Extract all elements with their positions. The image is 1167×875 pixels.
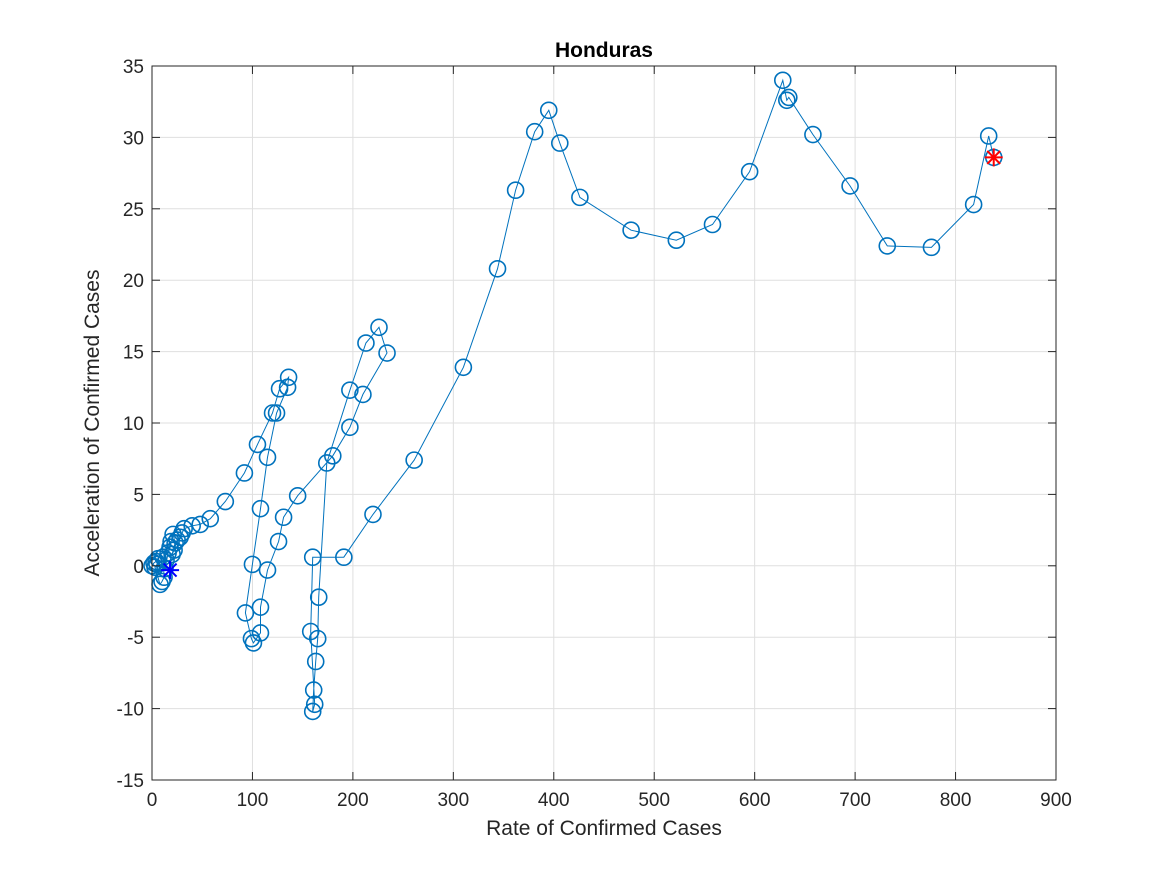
data-point: [191, 515, 210, 534]
data-point: [780, 88, 798, 107]
x-tick-label: 800: [940, 790, 972, 811]
start-marker: [161, 561, 180, 580]
chart-title: Honduras: [555, 39, 653, 62]
data-point: [251, 624, 270, 642]
data-point: [258, 561, 277, 579]
data-point: [405, 451, 423, 469]
data-point: [183, 517, 201, 535]
data-point: [878, 237, 897, 255]
y-tick-label: 10: [123, 414, 144, 435]
axes: 0 100 200 300 400 500 600 700 800 900 -15 -10 -5 0 5 10…: [117, 57, 1072, 811]
data-point: [267, 404, 286, 422]
data-point: [364, 505, 382, 524]
grid: [151, 65, 1057, 781]
data-point: [216, 492, 235, 511]
data-point: [488, 259, 507, 278]
y-tick-label: -10: [117, 700, 144, 721]
data-point: [525, 122, 544, 141]
data-point: [235, 464, 254, 482]
data-point: [454, 358, 473, 377]
data-point: [274, 508, 293, 527]
data-point: [251, 598, 270, 617]
data-point: [270, 379, 289, 398]
y-tick-label: 0: [133, 557, 144, 578]
data-point: [804, 125, 822, 144]
data-point: [551, 134, 569, 152]
y-tick-label: -15: [117, 771, 144, 792]
data-point: [161, 538, 179, 557]
x-tick-label: 100: [237, 790, 269, 811]
data-point: [341, 418, 359, 437]
data-point: [341, 381, 359, 399]
data-point: [308, 629, 327, 648]
data-point: [236, 604, 255, 622]
x-tick-label: 600: [739, 790, 771, 811]
data-point: [740, 162, 759, 181]
data-point: [506, 181, 525, 200]
y-tick-label: 5: [133, 485, 144, 506]
data-point: [201, 509, 220, 528]
data-point: [778, 91, 796, 110]
data-point: [301, 622, 320, 641]
data-point: [258, 448, 277, 467]
x-tick-label: 300: [437, 790, 469, 811]
x-tick-label: 400: [538, 790, 570, 811]
y-tick-label: 20: [123, 271, 144, 292]
data-point: [703, 215, 722, 234]
data-point: [335, 548, 353, 567]
data-point: [243, 555, 262, 574]
y-tick-label: 30: [123, 128, 144, 149]
data-point: [248, 435, 267, 454]
x-axis-label: Rate of Confirmed Cases: [486, 817, 722, 840]
data-point: [667, 231, 686, 250]
data-point: [964, 195, 983, 214]
data-point: [378, 344, 396, 362]
data-point: [305, 695, 324, 714]
data-point: [571, 188, 589, 207]
data-point: [288, 487, 307, 505]
y-tick-label: -5: [127, 628, 144, 649]
data-point: [263, 404, 282, 422]
x-tick-label: 500: [638, 790, 670, 811]
data-point: [303, 548, 322, 567]
data-point: [278, 378, 297, 397]
end-marker: [984, 148, 1003, 167]
data-point: [354, 385, 372, 404]
data-point: [306, 652, 325, 671]
y-tick-label: 15: [123, 343, 144, 364]
data-point: [622, 221, 640, 240]
y-tick-label: 25: [123, 200, 144, 221]
x-tick-label: 700: [839, 790, 871, 811]
data-point: [175, 519, 193, 538]
data-series: [143, 71, 1003, 721]
data-point: [773, 71, 792, 90]
data-point: [979, 127, 998, 145]
data-point: [841, 177, 859, 195]
data-point: [922, 238, 941, 257]
x-tick-label: 200: [337, 790, 369, 811]
y-axis-label: Acceleration of Confirmed Cases: [81, 270, 104, 577]
data-point: [279, 368, 298, 387]
data-point: [317, 454, 336, 472]
asterisk-stroke: [986, 150, 1001, 165]
x-tick-label: 900: [1040, 790, 1072, 811]
data-point: [304, 681, 323, 699]
data-point: [357, 334, 375, 352]
data-point: [539, 101, 558, 120]
y-tick-label: 35: [123, 57, 144, 78]
series-line: [151, 78, 995, 712]
data-point: [303, 702, 322, 721]
data-point: [269, 532, 288, 551]
data-point: [370, 318, 388, 337]
data-point: [251, 499, 270, 518]
asterisk-stroke: [162, 562, 178, 578]
data-point: [309, 588, 328, 607]
x-tick-label: 0: [147, 790, 158, 811]
